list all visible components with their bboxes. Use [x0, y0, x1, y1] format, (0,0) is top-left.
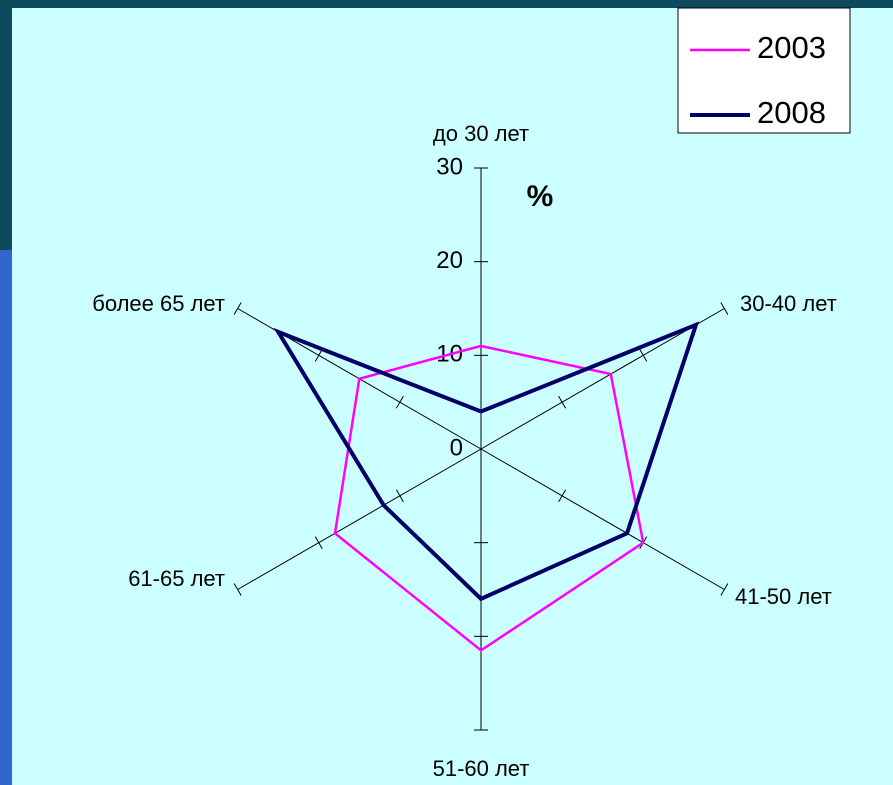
axis-unit: %	[527, 180, 554, 213]
axis-line	[237, 448, 482, 590]
tick-mark	[314, 536, 323, 549]
tick-mark	[720, 302, 729, 315]
tick-mark	[233, 583, 242, 596]
y-tick-label: 20	[436, 247, 463, 274]
category-label: 51-60 лет	[433, 756, 530, 781]
category-label: 30-40 лет	[740, 291, 837, 316]
category-label: до 30 лет	[433, 121, 529, 146]
tick-mark	[639, 349, 648, 362]
tick-mark	[395, 395, 404, 409]
tick-mark	[395, 489, 404, 503]
tick-mark	[314, 349, 323, 362]
category-label: более 65 лет	[92, 291, 225, 316]
tick-mark	[558, 489, 567, 503]
legend-box	[677, 7, 851, 134]
category-label: 41-50 лет	[735, 584, 832, 609]
y-tick-label: 0	[450, 434, 463, 461]
legend-label: 2008	[757, 95, 826, 130]
category-label: 61-65 лет	[128, 566, 225, 591]
y-tick-label: 30	[436, 153, 463, 180]
top-strip	[0, 0, 893, 8]
left-strip-top	[0, 0, 12, 250]
tick-mark	[720, 583, 729, 596]
left-strip-bottom	[0, 250, 12, 785]
tick-mark	[558, 395, 567, 409]
legend-label: 2003	[757, 30, 826, 65]
tick-mark	[233, 302, 242, 315]
series-line	[333, 344, 645, 652]
axis-line	[480, 448, 725, 590]
series-line	[273, 321, 700, 602]
